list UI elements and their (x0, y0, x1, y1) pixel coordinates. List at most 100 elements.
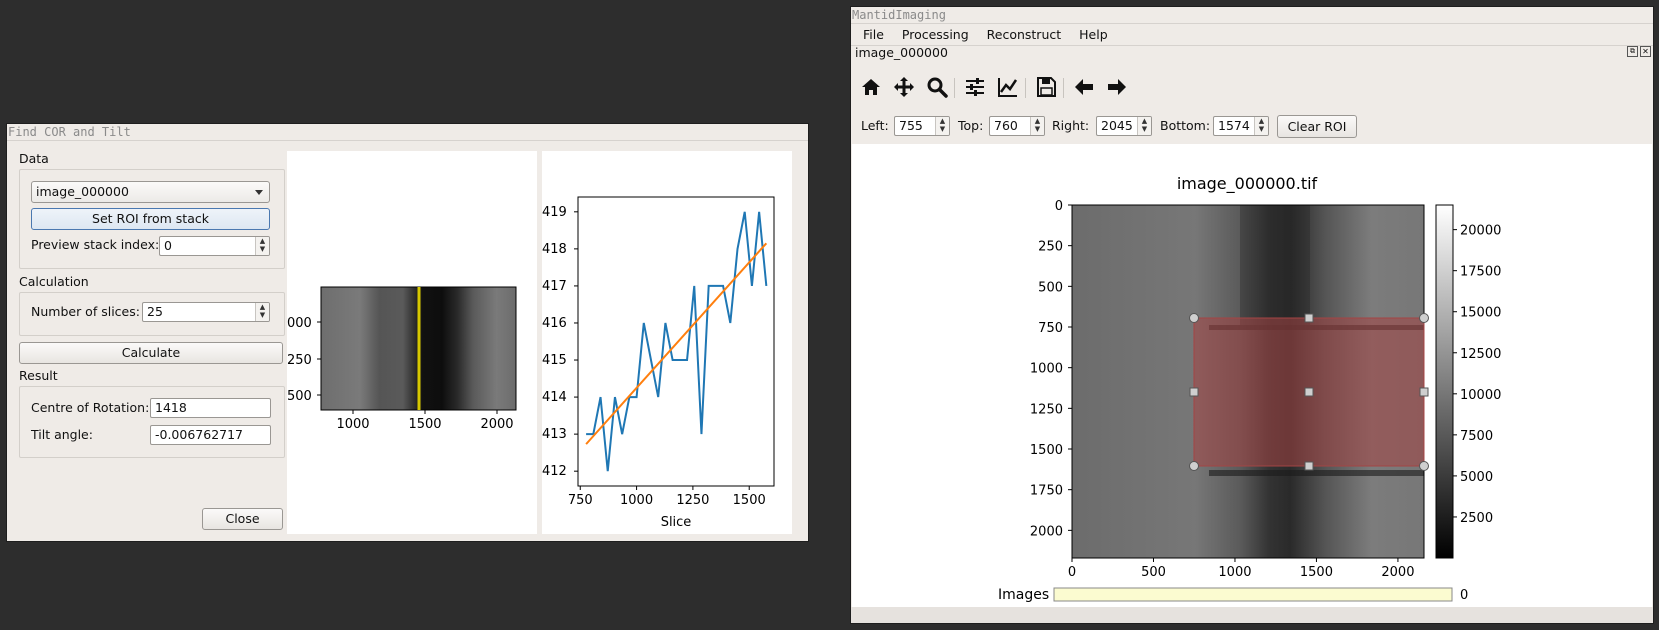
roi-edge-handle[interactable] (1419, 387, 1429, 397)
calc-group (19, 292, 285, 336)
roi-left-spinbox[interactable]: 755 ▲ ▼ (894, 116, 950, 136)
x-tick-label: 1500 (733, 493, 766, 508)
tilt-value-field[interactable]: -0.006762717 (150, 425, 271, 445)
stack-select-value: image_000000 (36, 184, 129, 199)
dock-close-icon[interactable]: ✕ (1640, 46, 1651, 57)
y-tick-label: 416 (542, 316, 567, 331)
cor-value-field[interactable]: 1418 (150, 398, 271, 418)
slices-spinbox[interactable]: 25 ▲ ▼ (142, 302, 270, 322)
preview-index-spinbox[interactable]: 0 ▲ ▼ (159, 236, 270, 256)
roi-right-label: Right: (1052, 118, 1090, 133)
y-tick-label: 417 (542, 279, 567, 294)
forward-arrow-icon[interactable] (1104, 74, 1130, 100)
fit-xlabel: Slice (661, 515, 692, 530)
roi-edge-handle[interactable] (1189, 387, 1199, 397)
x-tick-label: 1250 (676, 493, 709, 508)
roi-center-handle[interactable] (1304, 387, 1314, 397)
image-view: image_000000.tif 0 500 1000 1500 2000 0 250 50… (998, 174, 1501, 603)
menu-processing[interactable]: Processing (901, 27, 969, 42)
x-tick-label: 750 (568, 493, 593, 508)
spin-arrows-icon[interactable]: ▲ ▼ (255, 237, 269, 255)
stack-select[interactable]: image_000000 (31, 181, 270, 203)
zoom-icon[interactable] (924, 74, 950, 100)
roi-bottom-label: Bottom: (1160, 118, 1211, 133)
cor-label: Centre of Rotation: (31, 400, 150, 415)
colorbar (1435, 204, 1454, 559)
x-tick-label: 500 (1141, 565, 1166, 580)
tilt-label: Tilt angle: (31, 427, 93, 442)
roi-corner-handle[interactable] (1419, 461, 1429, 471)
roi-edge-handle[interactable] (1304, 461, 1314, 471)
y-tick-label: 414 (542, 390, 567, 405)
chevron-down-icon (255, 190, 263, 195)
configure-icon[interactable] (962, 74, 988, 100)
save-icon[interactable] (1033, 74, 1059, 100)
spin-arrows-icon[interactable]: ▲ ▼ (935, 117, 949, 135)
find-cor-window: Find COR and Tilt Data image_000000 Set … (6, 123, 809, 542)
spin-arrows-icon[interactable]: ▲ ▼ (255, 303, 269, 321)
cor-data-series-line (586, 211, 768, 472)
sample-edge (1209, 470, 1424, 476)
roi-edge-handle[interactable] (1304, 313, 1314, 323)
x-tick-label: 1000 (1218, 565, 1251, 580)
images-slider-value: 0 (1460, 588, 1468, 603)
menu-reconstruct[interactable]: Reconstruct (986, 27, 1062, 42)
y-tick-label: 0 (1055, 199, 1063, 214)
x-tick-label: 1000 (336, 417, 369, 432)
colorbar-tick-label: 2500 (1460, 511, 1493, 526)
roi-top-spinbox[interactable]: 760 ▲ ▼ (989, 116, 1045, 136)
colorbar-tick-label: 5000 (1460, 470, 1493, 485)
roi-right-spinbox[interactable]: 2045 ▲ ▼ (1096, 116, 1152, 136)
y-tick-label: 2000 (1030, 524, 1063, 539)
preview-plot: 1000 1500 2000 000 250 500 (287, 286, 517, 432)
set-roi-from-stack-button[interactable]: Set ROI from stack (31, 208, 270, 230)
image-title: image_000000.tif (1177, 174, 1318, 194)
preview-plot-panel: 1000 1500 2000 000 250 500 (287, 151, 537, 534)
close-button[interactable]: Close (202, 508, 283, 530)
colorbar-tick-label: 10000 (1460, 388, 1501, 403)
mantid-main-window: MantidImaging File Processing Reconstruc… (850, 6, 1654, 624)
y-tick-label: 415 (542, 353, 567, 368)
toolbar-separator (954, 78, 955, 98)
y-tick-label: 500 (287, 389, 312, 404)
fit-plot-panel: 750 1000 1250 1500 419 418 417 416 415 414 413 412… (542, 151, 792, 534)
x-tick-label: 1500 (408, 417, 441, 432)
y-tick-label: 750 (1038, 321, 1063, 336)
colorbar-tick-label: 12500 (1460, 347, 1501, 362)
menu-help[interactable]: Help (1079, 27, 1108, 42)
spin-arrows-icon[interactable]: ▲ ▼ (1254, 117, 1268, 135)
roi-corner-handle[interactable] (1189, 313, 1199, 323)
colorbar-tick-label: 20000 (1460, 224, 1501, 239)
move-icon[interactable] (891, 74, 917, 100)
images-slider-label: Images (998, 587, 1049, 603)
toolbar-separator (1025, 78, 1026, 98)
y-tick-label: 500 (1038, 280, 1063, 295)
fit-plot-axes (577, 196, 775, 487)
y-tick-label: 000 (287, 316, 312, 331)
data-group-label: Data (19, 151, 49, 166)
calculate-button[interactable]: Calculate (19, 342, 283, 364)
menu-bar: File Processing Reconstruct Help (851, 24, 1653, 46)
slices-label: Number of slices: (31, 304, 140, 319)
dock-float-icon[interactable]: ⧉ (1627, 46, 1638, 57)
line-chart-icon[interactable] (995, 74, 1021, 100)
back-arrow-icon[interactable] (1071, 74, 1097, 100)
spin-arrows-icon[interactable]: ▲ ▼ (1137, 117, 1151, 135)
clear-roi-button[interactable]: Clear ROI (1277, 115, 1357, 138)
roi-corner-handle[interactable] (1189, 461, 1199, 471)
x-tick-label: 2000 (1381, 565, 1414, 580)
data-group (19, 169, 285, 269)
result-group (19, 386, 285, 458)
roi-bottom-spinbox[interactable]: 1574 ▲ ▼ (1213, 116, 1269, 136)
home-icon[interactable] (858, 74, 884, 100)
y-tick-label: 1750 (1030, 484, 1063, 499)
roi-corner-handle[interactable] (1419, 313, 1429, 323)
images-slider[interactable] (1053, 587, 1453, 602)
spin-arrows-icon[interactable]: ▲ ▼ (1030, 117, 1044, 135)
colorbar-tick-label: 17500 (1460, 265, 1501, 280)
y-tick-label: 250 (1038, 240, 1063, 255)
y-tick-label: 418 (542, 242, 567, 257)
y-tick-label: 419 (542, 205, 567, 220)
image-view-panel: image_000000.tif 0 500 1000 1500 2000 0 250 50… (852, 144, 1652, 607)
menu-file[interactable]: File (863, 27, 884, 42)
